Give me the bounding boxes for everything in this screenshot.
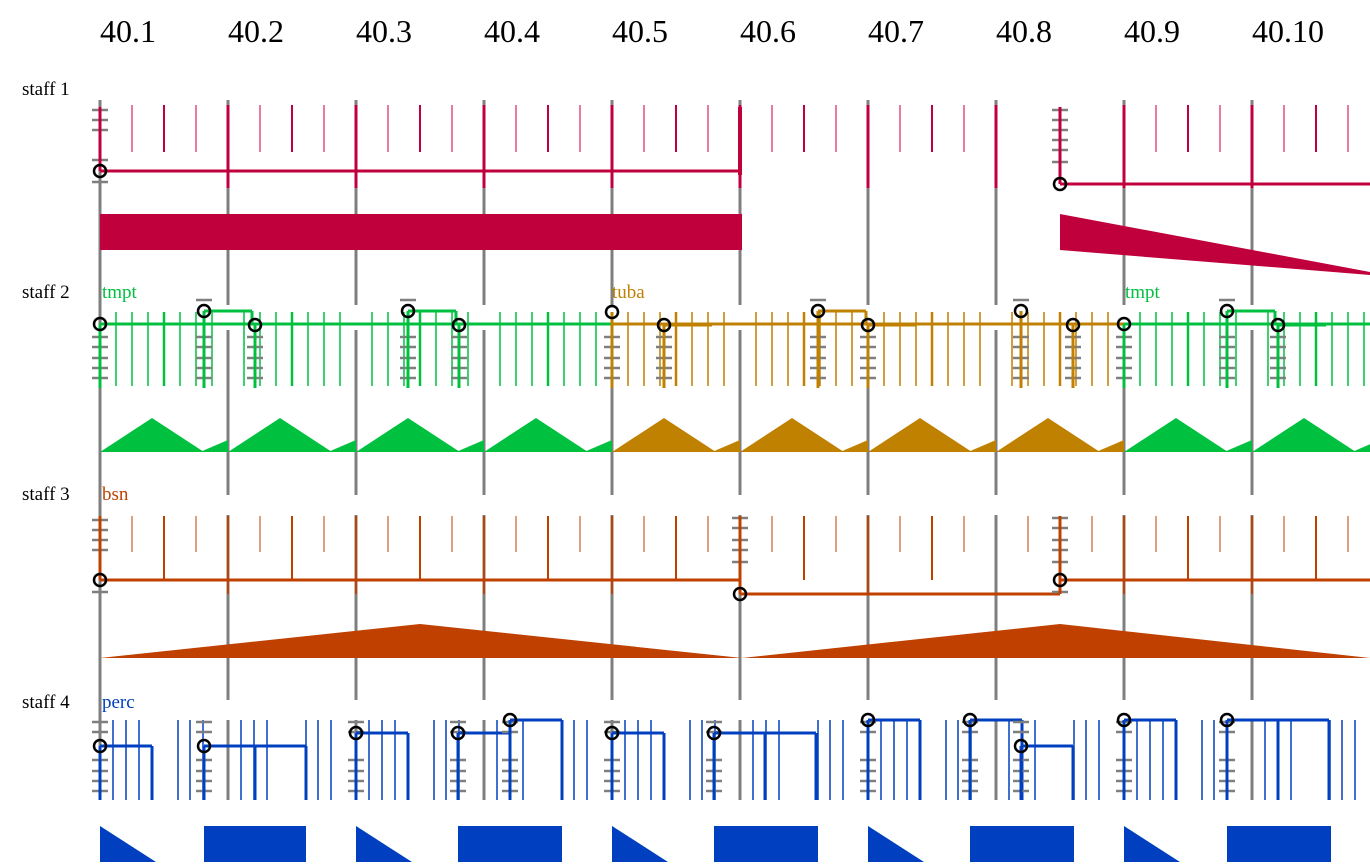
notehead (1219, 303, 1235, 319)
dynamic-hairpin (868, 826, 924, 862)
staff-1: staff 1 (22, 79, 1370, 275)
measure-number: 40.2 (228, 13, 284, 49)
staff-3-label: staff 3 (22, 484, 70, 505)
measure-numbers: 40.1 40.2 40.3 40.4 40.5 40.6 40.7 40.8 … (100, 13, 1324, 49)
dynamic-hairpin (328, 440, 356, 452)
dynamic-hairpin (1252, 418, 1356, 452)
measure-number: 40.6 (740, 13, 796, 49)
measure-number: 40.9 (1124, 13, 1180, 49)
notehead (1013, 738, 1029, 754)
measure-number: 40.1 (100, 13, 156, 49)
notehead (92, 738, 108, 754)
notehead (196, 738, 212, 754)
dynamic-hairpin (742, 624, 1370, 658)
measure-number: 40.3 (356, 13, 412, 49)
notehead (348, 725, 364, 741)
dynamic-hairpin (484, 418, 588, 452)
notehead (502, 712, 518, 728)
notehead (810, 303, 826, 319)
notehead (400, 303, 416, 319)
dynamic-hairpin (612, 826, 668, 862)
notehead (451, 317, 467, 333)
dynamic-hairpin (584, 440, 612, 452)
measure-number: 40.4 (484, 13, 540, 49)
notehead (604, 304, 620, 320)
dynamic-hairpin (100, 418, 204, 452)
notehead (1052, 176, 1068, 192)
notehead (1065, 317, 1081, 333)
dynamic-hairpin (100, 214, 742, 250)
notehead (1052, 572, 1068, 588)
dynamic-hairpin (740, 418, 844, 452)
staff-4-label: staff 4 (22, 692, 70, 713)
dynamic-hairpin (1124, 418, 1228, 452)
dynamic-hairpin (100, 624, 742, 658)
dynamic-hairpin (1124, 826, 1180, 862)
notehead (1219, 712, 1235, 728)
dynamic-hairpin (1352, 444, 1370, 452)
staff-3: staff 3 bsn (22, 484, 1370, 658)
notehead (656, 317, 672, 333)
dynamic-hairpin (712, 440, 740, 452)
measure-number: 40.5 (612, 13, 668, 49)
dynamic-hairpin (456, 440, 484, 452)
notehead (196, 303, 212, 319)
notehead (962, 712, 978, 728)
instrument-label-tmpt: tmpt (1125, 282, 1161, 303)
notehead (706, 725, 722, 741)
notehead (1116, 316, 1132, 332)
notehead (860, 712, 876, 728)
dynamic-hairpin (996, 418, 1100, 452)
dynamic-hairpin (100, 826, 156, 862)
notehead (1116, 712, 1132, 728)
notehead (1013, 303, 1029, 319)
measure-number: 40.7 (868, 13, 924, 49)
dynamic-hairpin (868, 418, 972, 452)
dynamic-hairpin (356, 418, 460, 452)
measure-number: 40.10 (1252, 13, 1324, 49)
notehead (732, 586, 748, 602)
staff-1-label: staff 1 (22, 79, 70, 100)
staff-2: staff 2 tmpt tuba tmpt (22, 282, 1370, 452)
dynamic-hairpin (1060, 214, 1370, 275)
notehead (450, 725, 466, 741)
instrument-label-bsn: bsn (102, 484, 129, 505)
staff-2-label: staff 2 (22, 282, 70, 303)
instrument-label-perc: perc (102, 692, 135, 713)
dynamic-hairpin (968, 440, 996, 452)
dynamic-block (970, 826, 1074, 862)
dynamic-block (204, 826, 306, 862)
dynamic-hairpin (200, 440, 228, 452)
instrument-label-tmpt: tmpt (102, 282, 138, 303)
notehead (92, 316, 108, 332)
dynamic-hairpin (840, 440, 868, 452)
noteheads (92, 163, 1286, 754)
dynamic-block (1227, 826, 1331, 862)
notehead (92, 163, 108, 179)
notehead (247, 317, 263, 333)
staff-4: staff 4 perc (22, 692, 1356, 862)
instrument-label-tuba: tuba (612, 282, 645, 303)
dynamic-hairpin (1224, 440, 1252, 452)
notehead (860, 317, 876, 333)
dynamic-block (714, 826, 818, 862)
dynamic-block (458, 826, 562, 862)
dynamic-hairpin (228, 418, 332, 452)
notehead (604, 725, 620, 741)
measure-number: 40.8 (996, 13, 1052, 49)
notehead (92, 572, 108, 588)
notehead (1270, 317, 1286, 333)
dynamic-hairpin (356, 826, 412, 862)
dynamic-hairpin (1096, 440, 1124, 452)
dynamic-hairpin (612, 418, 716, 452)
